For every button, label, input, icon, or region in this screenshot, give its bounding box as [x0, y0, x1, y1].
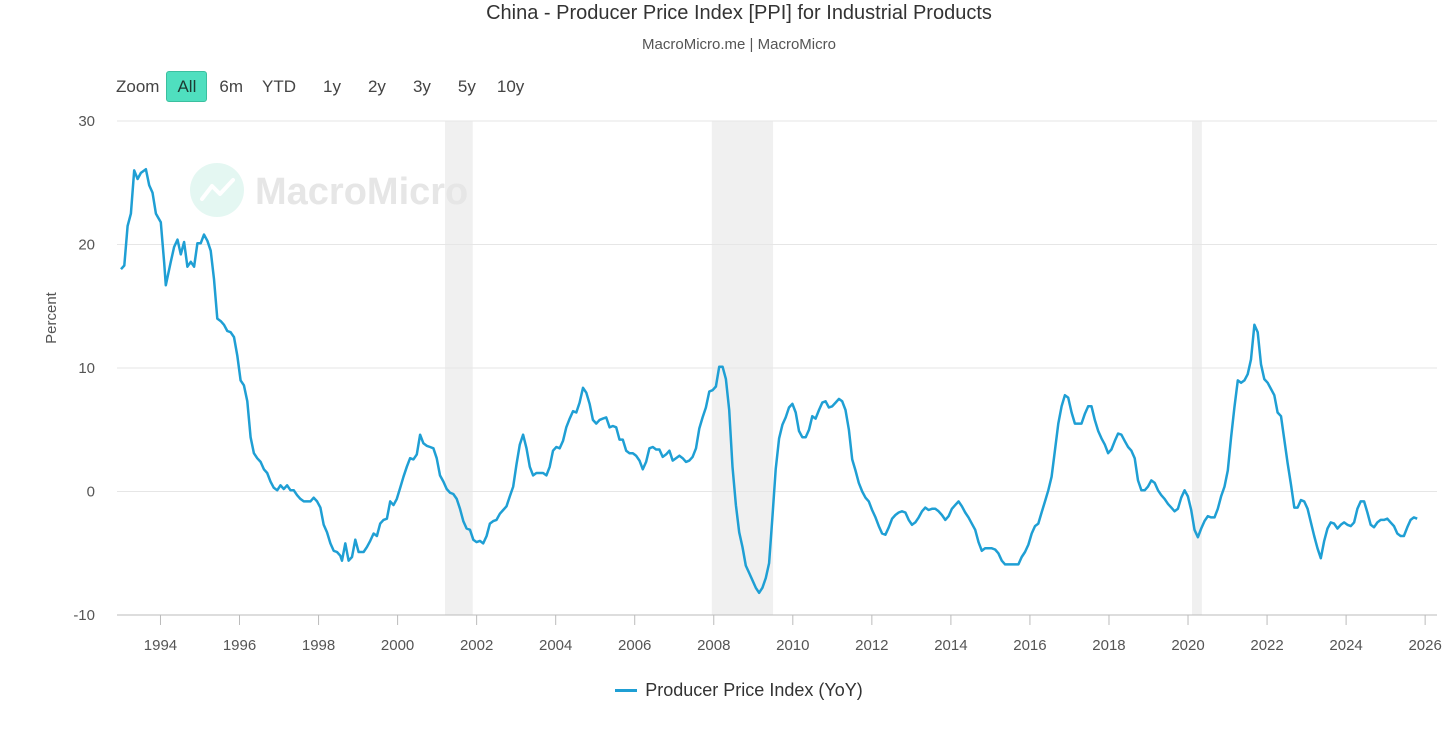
y-tick-label: 20 — [78, 237, 95, 254]
zoom-5y-button[interactable]: 5y — [457, 77, 476, 96]
zoom-ytd-button[interactable]: YTD — [262, 77, 296, 96]
x-tick-label: 2010 — [776, 637, 809, 654]
x-tick-label: 2026 — [1408, 637, 1441, 654]
y-tick-label: 0 — [87, 484, 95, 501]
x-tick-label: 2016 — [1013, 637, 1046, 654]
watermark: MacroMicro — [190, 163, 468, 217]
x-tick-label: 2024 — [1329, 637, 1362, 654]
x-tick-label: 2022 — [1250, 637, 1283, 654]
x-tick-label: 2000 — [381, 637, 414, 654]
x-tick-label: 2008 — [697, 637, 730, 654]
watermark-text: MacroMicro — [255, 171, 468, 213]
zoom-bar: Zoom All 6m YTD 1y 2y 3y 5y 10y — [116, 71, 536, 102]
chart-title: China - Producer Price Index [PPI] for I… — [486, 2, 992, 24]
zoom-6m-button[interactable]: 6m — [219, 77, 243, 96]
zoom-all-button[interactable]: All — [166, 71, 208, 102]
chart-logo-icon-line — [200, 178, 235, 201]
x-tick-label: 2006 — [618, 637, 651, 654]
zoom-3y-button[interactable]: 3y — [412, 77, 431, 96]
x-tick-label: 1996 — [223, 637, 256, 654]
x-tick-label: 2020 — [1171, 637, 1204, 654]
x-axis: 1994 1996 1998 2000 2002 2004 2006 2008 2010 2012… — [117, 614, 1442, 654]
y-tick-label: 30 — [78, 113, 95, 130]
y-tick-label: -10 — [73, 607, 95, 624]
series-line-ppi[interactable] — [120, 167, 1418, 595]
legend-item-ppi[interactable]: Producer Price Index (YoY) — [645, 680, 863, 700]
x-tick-label: 2004 — [539, 637, 572, 654]
zoom-label: Zoom — [116, 76, 160, 96]
zoom-1y-button[interactable]: 1y — [323, 77, 341, 96]
legend-swatch — [615, 689, 638, 692]
zoom-10y-button[interactable]: 10y — [496, 77, 525, 96]
y-tick-label: 10 — [78, 360, 95, 377]
legend[interactable]: Producer Price Index (YoY) — [0, 680, 1456, 701]
x-tick-label: 2014 — [934, 637, 967, 654]
zoom-2y-button[interactable]: 2y — [367, 77, 386, 96]
x-tick-label: 2018 — [1092, 637, 1125, 654]
x-tick-label: 1998 — [302, 637, 335, 654]
x-tick-label: 2012 — [855, 637, 888, 654]
y-axis: -10 0 10 20 30 — [73, 113, 95, 624]
y-axis-label: Percent — [43, 291, 60, 344]
x-tick-label: 2002 — [460, 637, 493, 654]
chart-subtitle: MacroMicro.me | MacroMicro — [642, 36, 836, 53]
x-tick-label: 1994 — [144, 637, 177, 654]
